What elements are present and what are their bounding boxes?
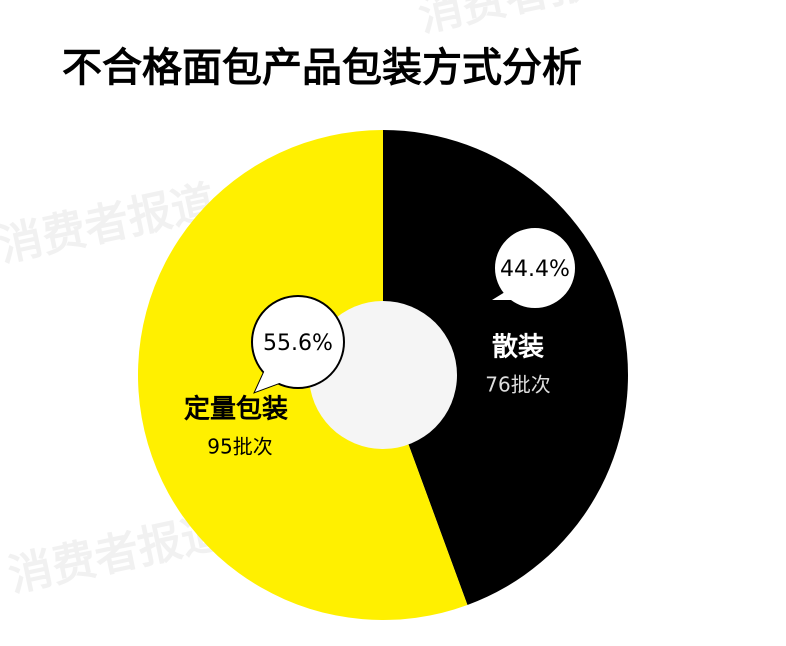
watermark: 消费者报道	[414, 0, 640, 42]
bubble	[251, 295, 345, 389]
batch-label: 76批次	[485, 373, 550, 397]
bubble-tail-cover	[492, 292, 512, 300]
bubble-tail-cover	[255, 370, 282, 392]
bubble	[493, 226, 577, 310]
chart-title: 不合格面包产品包装方式分析	[62, 45, 582, 91]
value-label: 44.4%	[500, 257, 570, 282]
category-label: 散装	[492, 333, 544, 363]
batch-label: 95批次	[207, 435, 272, 459]
donut-hole	[309, 301, 457, 449]
category-label: 定量包装	[184, 394, 288, 425]
value-label: 55.6%	[263, 331, 333, 356]
